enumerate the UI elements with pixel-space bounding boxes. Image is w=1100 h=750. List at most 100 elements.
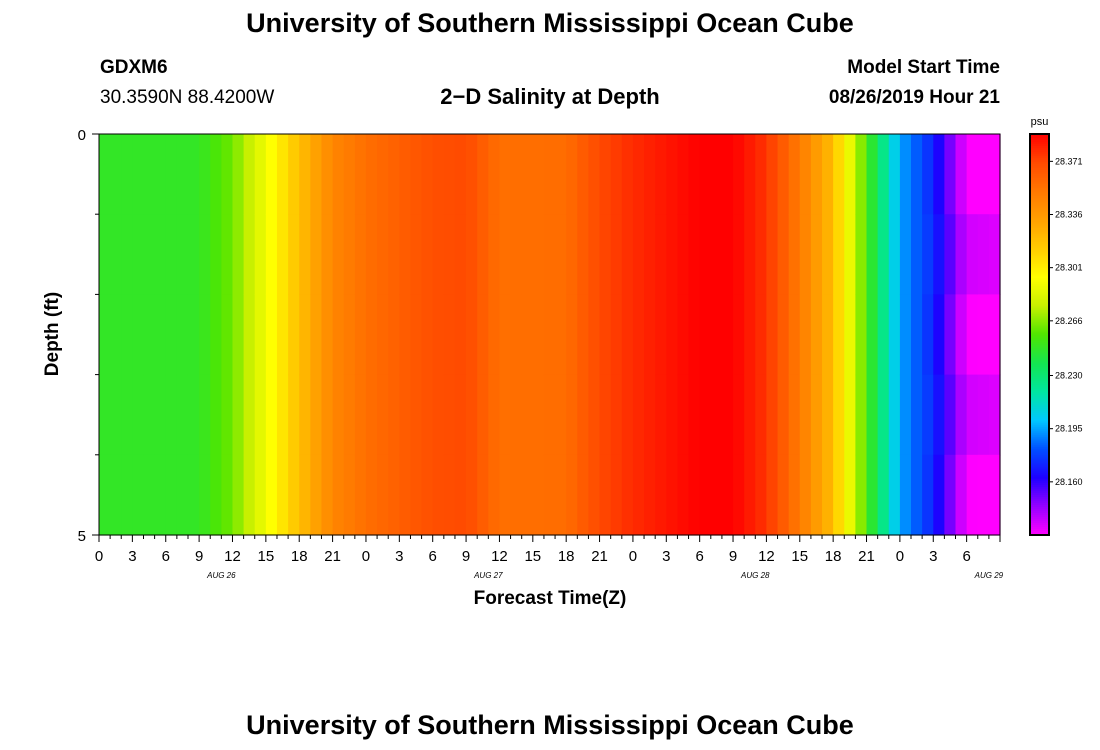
colorbar-swatch xyxy=(1030,160,1049,163)
heatmap-cell xyxy=(833,134,845,215)
colorbar-swatch xyxy=(1030,368,1049,372)
colorbar-swatch xyxy=(1030,262,1049,265)
x-axis-label: Forecast Time(Z) xyxy=(474,588,627,609)
heatmap-cell xyxy=(877,374,890,456)
colorbar-swatch xyxy=(1030,384,1049,388)
footer-title: University of Southern Mississippi Ocean… xyxy=(246,710,854,740)
heatmap-cell xyxy=(699,374,712,456)
heatmap-cell xyxy=(265,294,278,376)
heatmap-cell xyxy=(977,294,990,376)
heatmap-cell xyxy=(888,294,901,376)
heatmap-cell xyxy=(187,374,200,456)
colorbar-swatch xyxy=(1030,330,1049,334)
colorbar-swatch xyxy=(1030,494,1049,498)
colorbar-swatch xyxy=(1030,134,1049,137)
heatmap-cell xyxy=(877,134,890,215)
colorbar-swatch xyxy=(1030,508,1049,512)
colorbar-swatch xyxy=(1030,464,1049,468)
colorbar-swatch xyxy=(1030,158,1049,161)
heatmap-cell xyxy=(543,454,556,536)
colorbar-swatch xyxy=(1030,358,1049,362)
heatmap-cell xyxy=(911,214,923,295)
heatmap-cell xyxy=(143,294,156,376)
heatmap-cell xyxy=(666,134,679,215)
colorbar-swatch xyxy=(1030,152,1049,155)
colorbar-swatch xyxy=(1030,264,1049,267)
heatmap-cell xyxy=(710,374,723,456)
heatmap-cell xyxy=(488,294,501,376)
heatmap-cell xyxy=(310,134,323,215)
heatmap-cell xyxy=(121,294,133,376)
heatmap-cell xyxy=(187,134,200,215)
heatmap-cell xyxy=(332,214,345,295)
colorbar-swatch xyxy=(1030,218,1049,221)
colorbar-swatch xyxy=(1030,436,1049,440)
heatmap-cell xyxy=(421,374,434,456)
colorbar-swatch xyxy=(1030,442,1049,446)
colorbar-swatch xyxy=(1030,284,1049,287)
x-tick-label: 0 xyxy=(95,548,103,565)
heatmap-cell xyxy=(688,454,701,536)
heatmap-cell xyxy=(844,214,856,295)
heatmap-cell xyxy=(599,374,612,456)
heatmap-cell xyxy=(610,294,623,376)
heatmap-cell xyxy=(644,214,656,295)
heatmap-cell xyxy=(677,374,690,456)
heatmap-cell xyxy=(721,134,734,215)
heatmap-cell xyxy=(454,374,467,456)
heatmap-cell xyxy=(866,214,879,295)
colorbar-swatch xyxy=(1030,468,1049,472)
heatmap-cell xyxy=(799,214,812,295)
colorbar-swatch xyxy=(1030,506,1049,510)
heatmap-cell xyxy=(710,134,723,215)
colorbar-swatch xyxy=(1030,344,1049,348)
heatmap-cell xyxy=(288,294,300,376)
heatmap-cell xyxy=(755,294,767,376)
colorbar-swatch xyxy=(1030,454,1049,458)
colorbar-swatch xyxy=(1030,246,1049,249)
heatmap-cell xyxy=(911,134,923,215)
heatmap-cell xyxy=(110,134,122,215)
heatmap-cell xyxy=(254,214,267,295)
heatmap-cell xyxy=(132,214,145,295)
heatmap-cell xyxy=(210,454,222,536)
heatmap-cell xyxy=(354,454,367,536)
heatmap-cell xyxy=(221,214,234,295)
colorbar-swatch xyxy=(1030,434,1049,438)
colorbar-swatch xyxy=(1030,234,1049,237)
heatmap-cell xyxy=(365,454,378,536)
heatmap-cell xyxy=(276,214,289,295)
x-tick-label: 12 xyxy=(758,548,775,565)
x-tick-label: 3 xyxy=(929,548,937,565)
heatmap-cell xyxy=(588,214,601,295)
heatmap-cell xyxy=(677,294,690,376)
heatmap-cell xyxy=(933,134,945,215)
colorbar-swatch xyxy=(1030,326,1049,330)
heatmap-cell xyxy=(655,214,667,295)
colorbar-swatch xyxy=(1030,376,1049,380)
colorbar-swatch xyxy=(1030,242,1049,245)
colorbar-swatch xyxy=(1030,282,1049,285)
colorbar-swatch xyxy=(1030,148,1049,151)
colorbar-swatch xyxy=(1030,362,1049,366)
heatmap-cell xyxy=(299,214,311,295)
x-tick-label: 15 xyxy=(258,548,275,565)
heatmap-cell xyxy=(922,374,934,456)
heatmap-cell xyxy=(566,374,578,456)
colorbar-swatch xyxy=(1030,446,1049,450)
heatmap-cell xyxy=(443,134,456,215)
heatmap-cell xyxy=(499,214,512,295)
heatmap-cell xyxy=(944,134,957,215)
heatmap-cell xyxy=(332,294,345,376)
heatmap-cell xyxy=(99,214,111,295)
heatmap-cell xyxy=(332,454,345,536)
heatmap-cell xyxy=(721,294,734,376)
heatmap-cell xyxy=(399,454,412,536)
heatmap-cell xyxy=(888,454,901,536)
heatmap-cell xyxy=(721,214,734,295)
colorbar-swatch xyxy=(1030,196,1049,199)
heatmap-cell xyxy=(310,214,323,295)
heatmap-cell xyxy=(777,294,790,376)
colorbar-swatch xyxy=(1030,220,1049,223)
